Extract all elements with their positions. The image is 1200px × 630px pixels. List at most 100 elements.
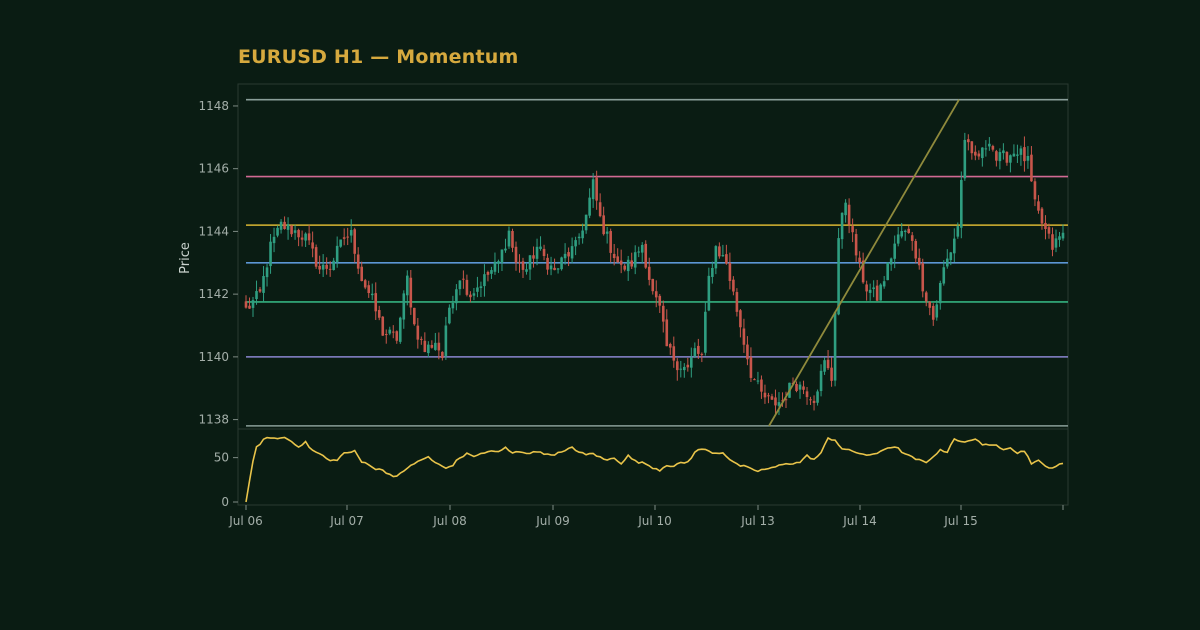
candle-body: [532, 255, 535, 259]
candle-body: [732, 279, 735, 292]
candle-body: [370, 293, 374, 296]
candle-body: [1026, 155, 1030, 161]
candle-body: [910, 235, 914, 241]
candle-body: [581, 230, 584, 239]
candle-body: [896, 234, 900, 244]
candle-body: [283, 221, 286, 229]
candle-body: [777, 402, 781, 406]
candle-body: [900, 231, 904, 237]
candle-body: [616, 256, 619, 263]
candle-body: [812, 400, 816, 403]
candle-body: [725, 254, 728, 264]
candle-body: [437, 342, 441, 351]
candle-body: [830, 367, 833, 381]
candle-body: [728, 262, 732, 281]
candle-body: [1019, 148, 1023, 155]
candle-body: [416, 325, 420, 340]
candle-body: [960, 179, 963, 228]
candle-body: [991, 146, 995, 150]
candle-body: [265, 267, 269, 278]
candle-body: [865, 284, 868, 292]
candle-body: [363, 280, 367, 288]
candle-body: [342, 237, 346, 239]
momentum-y-tick-label: 50: [214, 451, 229, 465]
candle-body: [286, 224, 290, 230]
candle-body: [574, 240, 577, 247]
candle-body: [321, 264, 325, 270]
candle-body: [651, 278, 655, 292]
candle-body: [654, 291, 658, 298]
candle-body: [756, 380, 760, 382]
candle-body: [953, 238, 956, 254]
candle-body: [1054, 238, 1058, 248]
candle-body: [837, 238, 840, 315]
candle-body: [549, 265, 553, 270]
candle-body: [434, 342, 437, 350]
candle-body: [763, 392, 767, 398]
candle-body: [637, 251, 641, 253]
momentum-line: [245, 436, 1064, 503]
candle-body: [328, 268, 332, 270]
candle-body: [700, 353, 704, 355]
candle-body: [448, 307, 451, 324]
candle-body: [967, 139, 970, 143]
candle-body: [668, 344, 672, 348]
candle-body: [619, 260, 623, 265]
candle-body: [514, 246, 518, 263]
candle-body: [451, 302, 455, 309]
candle-body: [784, 399, 788, 401]
candle-body: [949, 252, 953, 261]
candle-body: [335, 245, 339, 263]
candle-body: [269, 241, 272, 267]
candle-body: [349, 230, 353, 236]
candle-body: [735, 292, 739, 312]
candle-body: [262, 276, 265, 293]
candle-body: [395, 331, 399, 341]
momentum-panel-border: [237, 428, 1069, 506]
candle-body: [840, 212, 844, 240]
y-tick-label: 1142: [198, 287, 229, 301]
price-panel-frame: [237, 83, 1069, 506]
y-tick-label: 1148: [198, 99, 229, 113]
candle-body: [472, 293, 476, 296]
candle-body: [248, 305, 251, 309]
x-tick-label: Jul 15: [943, 514, 978, 528]
candle-body: [525, 269, 528, 272]
candle-body: [413, 307, 416, 325]
candle-body: [644, 243, 648, 268]
candle-body: [367, 285, 371, 294]
candle-body: [749, 357, 753, 378]
candle-body: [798, 384, 802, 390]
candle-body: [609, 231, 612, 253]
candle-body: [377, 310, 381, 318]
candle-body: [490, 270, 493, 274]
candle-body: [479, 286, 483, 288]
candle-body: [528, 255, 532, 270]
candle-body: [893, 243, 896, 259]
candle-body: [567, 252, 570, 257]
momentum-y-tick-label: 0: [221, 495, 229, 509]
candle-body: [1002, 150, 1005, 154]
candle-body: [521, 261, 525, 270]
candle-body: [356, 254, 360, 269]
candle-body: [462, 278, 465, 280]
price-y-axis: 1138 1140 1142 1144 1146 1148: [198, 99, 238, 427]
candle-body: [1009, 155, 1012, 163]
candle-body: [711, 267, 714, 277]
candle-body: [977, 153, 981, 157]
candle-body: [518, 261, 521, 263]
candle-body: [984, 148, 988, 150]
candle-body: [721, 255, 725, 257]
candle-body: [981, 147, 984, 159]
candle-body: [251, 300, 255, 308]
candle-body: [753, 379, 756, 381]
candle-body: [974, 151, 977, 156]
candle-body: [297, 229, 300, 238]
candle-body: [630, 260, 634, 267]
candle-body: [1005, 151, 1009, 163]
candle-body: [556, 268, 560, 270]
candle-body: [988, 143, 991, 147]
candle-body: [255, 291, 258, 300]
candle-body: [598, 202, 602, 217]
candle-body: [858, 257, 861, 263]
